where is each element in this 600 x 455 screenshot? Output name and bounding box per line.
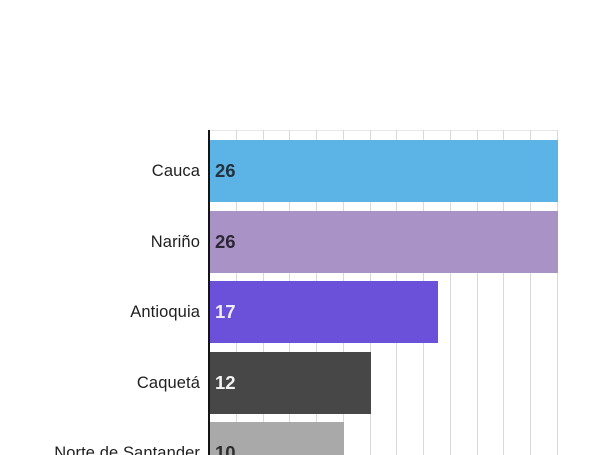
value-label: 10 <box>215 442 236 455</box>
bar: 17 <box>210 281 438 343</box>
bar-row: Norte de Santander 10 <box>0 422 600 455</box>
category-label: Cauca <box>151 161 200 180</box>
bar-row: Cauca 26 <box>0 140 600 202</box>
bar: 26 <box>210 211 558 273</box>
bar: 12 <box>210 352 371 414</box>
value-label: 26 <box>215 231 236 252</box>
plot-top-border <box>208 130 558 131</box>
gridline <box>557 130 558 455</box>
gridline <box>503 130 504 455</box>
category-label: Nariño <box>150 232 200 251</box>
value-label: 12 <box>215 372 236 393</box>
value-label: 26 <box>215 160 236 181</box>
bar: 26 <box>210 140 558 202</box>
value-label: 17 <box>215 301 236 322</box>
bar-row: Antioquia 17 <box>0 281 600 343</box>
bar-row: Nariño 26 <box>0 211 600 273</box>
gridline <box>450 130 451 455</box>
bar: 10 <box>210 422 344 455</box>
category-label: Norte de Santander <box>54 443 200 455</box>
gridline <box>530 130 531 455</box>
category-label: Caquetá <box>136 373 200 392</box>
category-label: Antioquia <box>130 302 200 321</box>
bar-row: Caquetá 12 <box>0 352 600 414</box>
y-axis-line <box>208 130 210 455</box>
gridline <box>477 130 478 455</box>
